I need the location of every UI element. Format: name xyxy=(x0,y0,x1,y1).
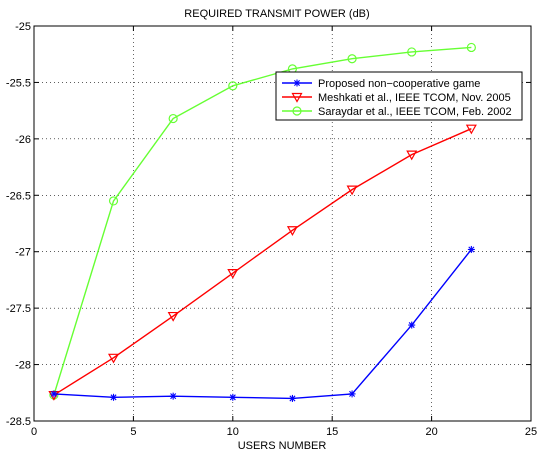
y-tick-label: -27.5 xyxy=(6,303,31,315)
data-point-triangle xyxy=(167,311,179,322)
data-point-asterisk xyxy=(288,394,296,402)
data-point-asterisk xyxy=(408,321,416,329)
axis-ticks: 0 5 10 15 20 25 -25 -25.5 -26 -26.5 -27 -27.5 -28 -28… xyxy=(6,21,537,438)
data-point-asterisk xyxy=(467,245,475,253)
y-tick-label: -28.5 xyxy=(6,416,31,428)
data-point-triangle xyxy=(286,226,298,236)
legend-label: Saraydar et al., IEEE TCOM, Feb. 2002 xyxy=(318,106,512,118)
x-tick-label: 5 xyxy=(130,426,136,438)
x-tick-label: 0 xyxy=(31,426,37,438)
y-tick-label: -25 xyxy=(15,21,31,33)
x-tick-label: 20 xyxy=(425,426,437,438)
plot-frame xyxy=(33,25,532,422)
x-tick-label: 25 xyxy=(525,426,537,438)
x-axis-title: USERS NUMBER xyxy=(238,440,327,452)
y-tick-label: -26.5 xyxy=(6,190,31,202)
data-point-circle xyxy=(407,47,417,57)
data-point-asterisk xyxy=(169,392,177,400)
data-point-asterisk xyxy=(110,393,118,401)
x-tick-label: 10 xyxy=(227,426,239,438)
data-point-asterisk xyxy=(229,393,237,401)
data-point-triangle xyxy=(291,92,303,103)
series-line xyxy=(53,46,472,396)
data-point-asterisk xyxy=(348,390,356,398)
data-point-circle xyxy=(347,54,357,64)
data-point-triangle xyxy=(227,269,239,279)
series-asterisk xyxy=(50,245,475,402)
data-point-circle xyxy=(108,196,119,206)
legend: Proposed non−cooperative game Meshkati et… xyxy=(275,71,523,121)
data-point-triangle xyxy=(107,353,120,364)
y-tick-label: -26 xyxy=(15,134,31,146)
y-tick-label: -28 xyxy=(15,360,31,372)
x-tick-label: 15 xyxy=(326,426,338,438)
data-series xyxy=(48,42,477,402)
legend-box xyxy=(275,71,523,121)
data-point-asterisk xyxy=(293,79,301,87)
data-point-circle xyxy=(228,81,238,91)
y-tick-label: -27 xyxy=(15,247,31,259)
chart-title: REQUIRED TRANSMIT POWER (dB) xyxy=(184,8,369,20)
data-point-triangle xyxy=(406,150,418,161)
data-point-asterisk xyxy=(50,390,58,398)
legend-label: Proposed non−cooperative game xyxy=(318,78,480,90)
y-tick-label: -25.5 xyxy=(6,77,31,89)
data-point-triangle xyxy=(346,185,358,196)
series-line xyxy=(53,128,472,396)
data-point-triangle xyxy=(465,124,477,135)
data-point-circle xyxy=(292,106,302,116)
data-point-circle xyxy=(466,42,476,53)
series-line xyxy=(53,249,472,400)
data-point-circle xyxy=(168,113,178,124)
legend-label: Meshkati et al., IEEE TCOM, Nov. 2005 xyxy=(318,92,511,104)
